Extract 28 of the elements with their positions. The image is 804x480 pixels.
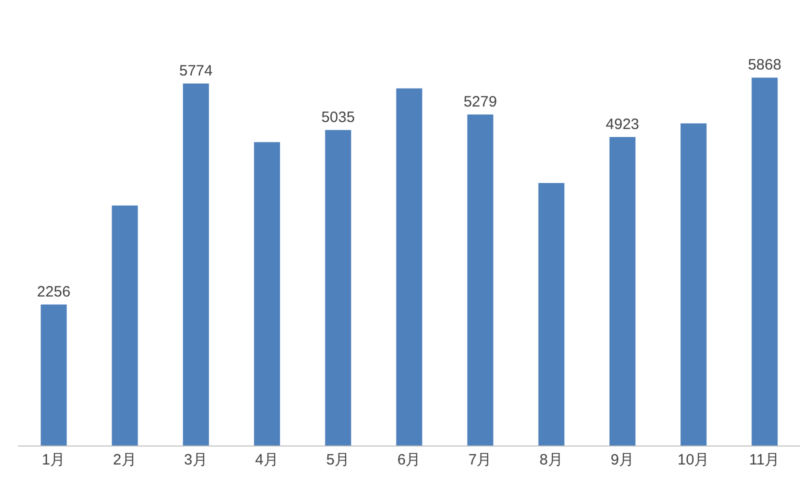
x-tick-label: 8月: [540, 452, 563, 469]
x-tick-label: 4月: [255, 452, 278, 469]
text: 4923: [606, 116, 640, 133]
x-tick-label: 1月: [42, 452, 66, 469]
x-tick-label: 5月: [326, 452, 350, 469]
bar: [752, 78, 778, 446]
x-tick-label: 2月: [112, 452, 136, 469]
text: 5868: [748, 56, 782, 74]
x-tick-label: 9月: [610, 452, 634, 469]
text: 2256: [37, 284, 70, 301]
x-tick-label: 11月: [749, 452, 780, 469]
text: 5774: [179, 62, 213, 80]
bar: [538, 183, 564, 446]
text: 5035: [321, 108, 355, 126]
x-tick-label: 6月: [397, 452, 421, 469]
bar: [112, 205, 138, 446]
x-tick-label: 7月: [468, 452, 492, 469]
bar: [680, 123, 707, 446]
bar: [325, 130, 352, 446]
x-tick-label: 3月: [184, 452, 208, 469]
bar: [396, 88, 422, 446]
bar: [467, 114, 494, 446]
bar: [40, 304, 67, 446]
bar: [182, 84, 209, 446]
bar: [609, 136, 636, 446]
bar: [254, 142, 280, 446]
x-tick-label: 10月: [678, 452, 710, 469]
text: 5279: [464, 94, 497, 110]
